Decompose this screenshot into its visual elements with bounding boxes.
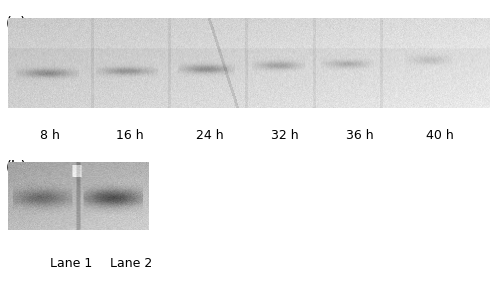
Text: (b): (b) [6, 159, 28, 174]
Text: 36 h: 36 h [346, 129, 374, 142]
Text: 8 h: 8 h [40, 129, 60, 142]
Text: Lane 1: Lane 1 [50, 257, 92, 270]
Text: 24 h: 24 h [196, 129, 224, 142]
Text: 16 h: 16 h [116, 129, 144, 142]
Text: (a): (a) [6, 16, 27, 31]
Text: Lane 2: Lane 2 [110, 257, 152, 270]
Text: 40 h: 40 h [426, 129, 454, 142]
Text: 32 h: 32 h [271, 129, 299, 142]
